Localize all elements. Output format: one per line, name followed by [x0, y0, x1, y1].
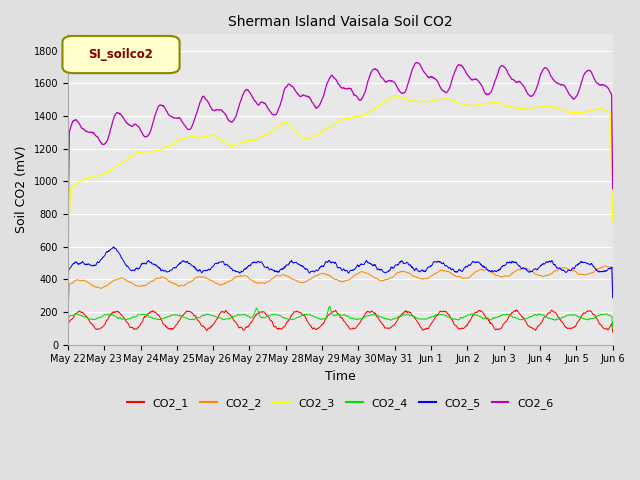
Line: CO2_2: CO2_2: [68, 266, 612, 315]
Legend: CO2_1, CO2_2, CO2_3, CO2_4, CO2_5, CO2_6: CO2_1, CO2_2, CO2_3, CO2_4, CO2_5, CO2_6: [122, 394, 558, 413]
CO2_3: [307, 135, 314, 141]
CO2_2: [316, 271, 324, 277]
CO2_2: [64, 312, 72, 318]
CO2_6: [64, 236, 72, 241]
CO2_1: [295, 310, 303, 315]
CO2_5: [374, 266, 382, 272]
CO2_5: [296, 262, 303, 267]
CO2_4: [326, 304, 333, 310]
CO2_6: [316, 101, 324, 107]
CO2_4: [374, 312, 382, 318]
Text: SI_soilco2: SI_soilco2: [88, 48, 154, 61]
CO2_1: [374, 315, 381, 321]
CO2_4: [106, 312, 114, 318]
CO2_4: [129, 314, 136, 320]
CO2_5: [317, 264, 324, 269]
CO2_3: [295, 132, 303, 137]
CO2_6: [374, 68, 381, 74]
CO2_3: [129, 153, 136, 158]
Line: CO2_5: CO2_5: [68, 247, 612, 300]
CO2_2: [609, 295, 616, 300]
FancyBboxPatch shape: [63, 36, 180, 73]
CO2_5: [129, 267, 136, 273]
CO2_5: [307, 269, 314, 275]
CO2_4: [64, 326, 72, 332]
CO2_3: [64, 259, 72, 264]
CO2_6: [609, 186, 616, 192]
Line: CO2_3: CO2_3: [68, 96, 612, 262]
X-axis label: Time: Time: [325, 370, 356, 383]
CO2_6: [106, 128, 114, 134]
CO2_2: [601, 263, 609, 269]
CO2_2: [307, 276, 314, 282]
CO2_6: [307, 96, 314, 102]
CO2_6: [413, 60, 420, 65]
Title: Sherman Island Vaisala Soil CO2: Sherman Island Vaisala Soil CO2: [228, 15, 452, 29]
CO2_6: [129, 123, 136, 129]
Line: CO2_6: CO2_6: [68, 62, 612, 239]
Line: CO2_1: CO2_1: [68, 310, 612, 332]
CO2_1: [129, 324, 136, 330]
Y-axis label: Soil CO2 (mV): Soil CO2 (mV): [15, 146, 28, 233]
CO2_2: [295, 279, 303, 285]
CO2_5: [106, 247, 114, 252]
CO2_5: [64, 298, 72, 303]
CO2_6: [295, 92, 303, 98]
CO2_2: [106, 280, 114, 286]
CO2_3: [374, 104, 381, 109]
CO2_1: [316, 324, 324, 330]
CO2_3: [392, 93, 399, 98]
CO2_1: [307, 323, 314, 328]
CO2_1: [609, 329, 616, 335]
CO2_4: [609, 325, 616, 331]
CO2_2: [374, 276, 381, 282]
Line: CO2_4: CO2_4: [68, 307, 612, 329]
CO2_5: [609, 295, 616, 300]
CO2_5: [109, 244, 117, 250]
CO2_3: [106, 168, 114, 174]
CO2_1: [64, 329, 72, 335]
CO2_1: [513, 307, 520, 313]
CO2_1: [106, 313, 114, 319]
CO2_4: [307, 312, 314, 318]
CO2_4: [295, 314, 303, 320]
CO2_3: [609, 218, 616, 224]
CO2_3: [316, 130, 324, 135]
CO2_4: [316, 316, 324, 322]
CO2_2: [129, 280, 136, 286]
